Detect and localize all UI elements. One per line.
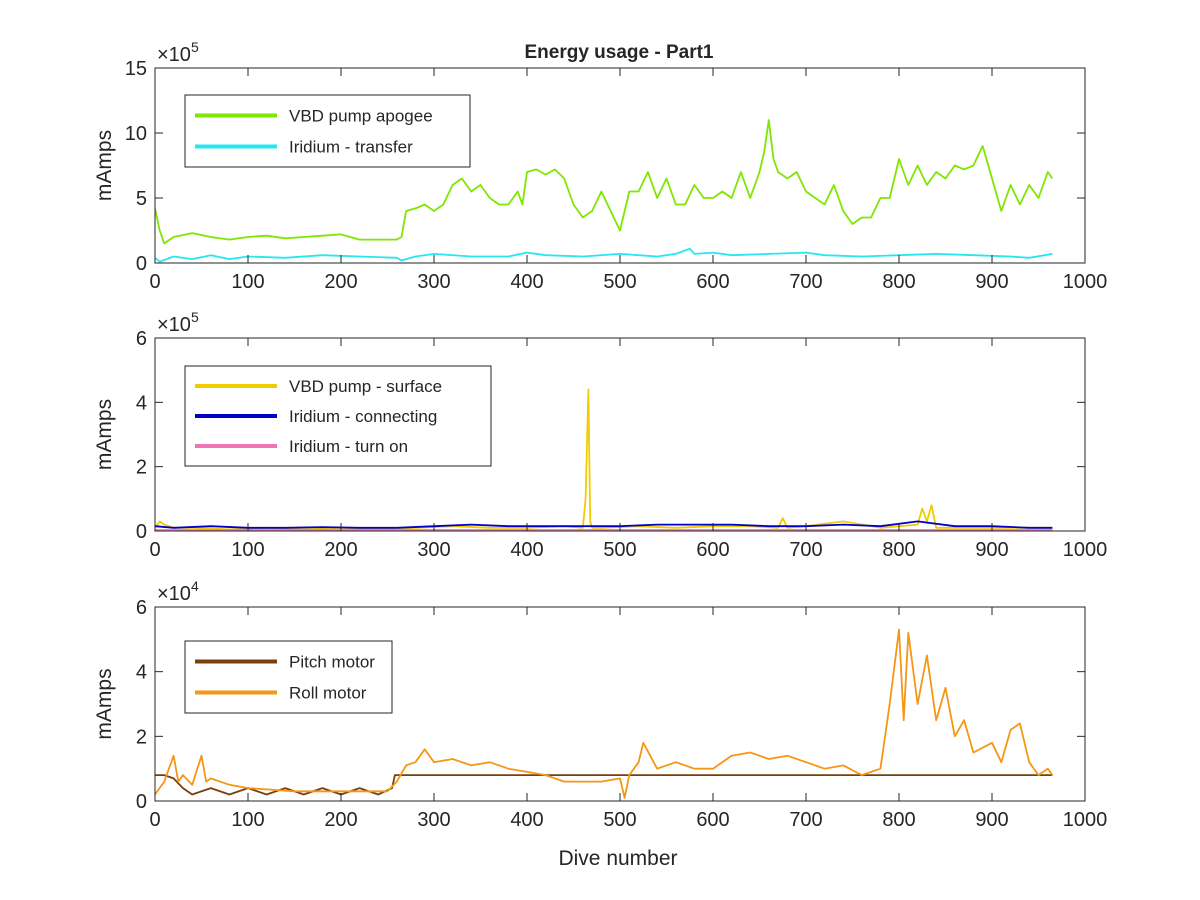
legend: Pitch motor Roll motor (184, 640, 393, 714)
y-tick-label: 0 (136, 791, 147, 813)
x-tick-label: 500 (603, 539, 636, 561)
y-tick-label: 2 (136, 726, 147, 748)
series-line-2 (155, 520, 1053, 529)
x-tick-label: 700 (789, 539, 822, 561)
y-tick-label: 0 (136, 521, 147, 543)
legend-label: Iridium - transfer (289, 138, 413, 157)
x-tick-label: 600 (696, 809, 729, 831)
x-tick-label: 300 (417, 271, 450, 293)
x-tick-label: 900 (975, 539, 1008, 561)
y-tick-label: 15 (125, 58, 147, 80)
x-tick-label: 200 (324, 271, 357, 293)
y-tick-label: 6 (136, 597, 147, 619)
y-tick-label: 5 (136, 188, 147, 210)
y-tick-label: 10 (125, 123, 147, 145)
y-exponent-value: 5 (191, 39, 199, 55)
x-tick-label: 800 (882, 539, 915, 561)
x-tick-label: 0 (149, 809, 160, 831)
x-tick-label: 800 (882, 809, 915, 831)
subplot-1: 0 100 200 300 400 500 600 700 800 900 1000051015×1… (93, 39, 1107, 293)
y-exponent-value: 5 (191, 309, 199, 325)
legend: VBD pump apogee Iridium - transfer (184, 94, 471, 168)
y-tick-label: 4 (136, 392, 147, 414)
x-tick-label: 100 (231, 271, 264, 293)
x-tick-label: 100 (231, 809, 264, 831)
x-tick-label: 300 (417, 539, 450, 561)
x-tick-label: 900 (975, 271, 1008, 293)
x-tick-label: 600 (696, 271, 729, 293)
x-tick-label: 400 (510, 271, 543, 293)
x-tick-label: 700 (789, 271, 822, 293)
legend-label: Roll motor (289, 684, 367, 703)
x-tick-label: 900 (975, 809, 1008, 831)
legend-label: VBD pump - surface (289, 377, 442, 396)
y-tick-label: 0 (136, 253, 147, 275)
x-axis-label: Dive number (558, 847, 677, 870)
x-tick-label: 100 (231, 539, 264, 561)
series-group (155, 628, 1054, 799)
legend-box (184, 640, 393, 714)
subplot-2: 0 100 200 300 400 500 600 700 800 900 10000246×105… (93, 309, 1107, 561)
x-tick-label: 1000 (1063, 809, 1108, 831)
subplot-3: 0 100 200 300 400 500 600 700 800 900 10000246×104… (93, 578, 1107, 870)
x-tick-label: 700 (789, 809, 822, 831)
legend-label: Iridium - connecting (289, 407, 437, 426)
chart-title: Energy usage - Part1 (524, 42, 713, 63)
x-tick-label: 400 (510, 539, 543, 561)
legend-box (184, 94, 471, 168)
y-axis-label: mAmps (93, 130, 116, 201)
x-tick-label: 200 (324, 809, 357, 831)
y-exponent-value: 4 (191, 578, 199, 594)
x-tick-label: 300 (417, 809, 450, 831)
y-axis-label: mAmps (93, 399, 116, 470)
series-line-1 (155, 119, 1054, 245)
x-tick-label: 500 (603, 809, 636, 831)
y-tick-label: 2 (136, 457, 147, 479)
x-tick-label: 0 (149, 271, 160, 293)
x-tick-label: 400 (510, 809, 543, 831)
y-axis-label: mAmps (93, 668, 116, 739)
x-tick-label: 1000 (1063, 271, 1108, 293)
legend-label: Pitch motor (289, 653, 375, 672)
y-tick-label: 6 (136, 328, 147, 350)
series-line-2 (155, 628, 1054, 799)
subplots: 0 100 200 300 400 500 600 700 800 900 1000051015×1… (93, 39, 1107, 870)
legend: VBD pump - surface Iridium - connecting Ir… (184, 365, 492, 467)
x-tick-label: 500 (603, 271, 636, 293)
x-tick-label: 200 (324, 539, 357, 561)
legend-label: Iridium - turn on (289, 437, 408, 456)
legend-label: VBD pump apogee (289, 107, 433, 126)
x-tick-label: 0 (149, 539, 160, 561)
x-tick-label: 1000 (1063, 539, 1108, 561)
x-tick-label: 600 (696, 539, 729, 561)
x-tick-label: 800 (882, 271, 915, 293)
y-tick-label: 4 (136, 662, 147, 684)
